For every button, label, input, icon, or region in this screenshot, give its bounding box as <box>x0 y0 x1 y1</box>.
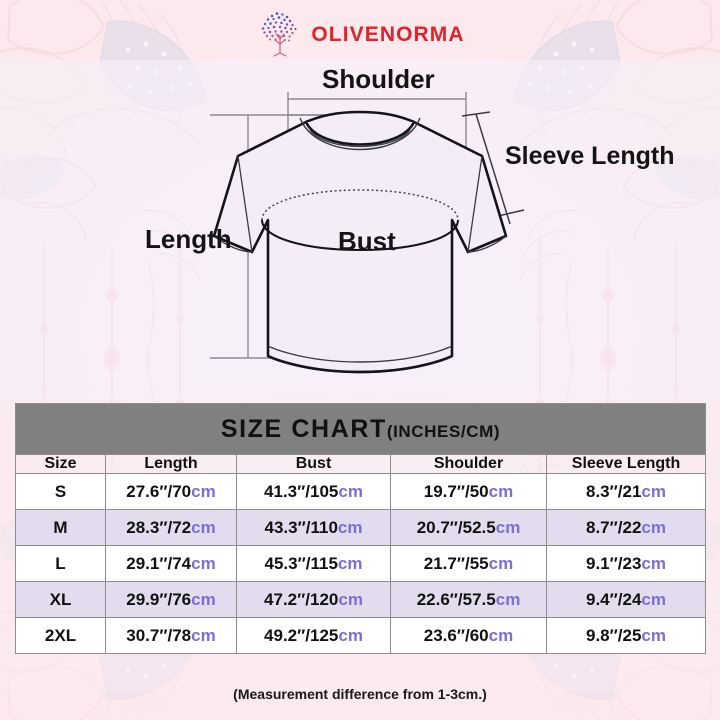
cell-shoulder: 22.6″/57.5cm <box>390 581 547 618</box>
value-unit: cm <box>191 625 216 645</box>
table-title-main: SIZE CHART <box>220 414 387 443</box>
column-header-bust: Bust <box>236 454 391 474</box>
tree-of-life-icon <box>262 12 297 57</box>
cell-size: S <box>15 473 106 510</box>
value-inches: 28.3″/72 <box>126 517 192 537</box>
column-header-size: Size <box>15 454 106 474</box>
cell-length: 27.6″/70cm <box>105 473 237 510</box>
value-unit: cm <box>191 517 216 537</box>
cell-sleeve: 9.8″/25cm <box>545 617 707 654</box>
cell-length: 29.9″/76cm <box>105 581 237 618</box>
table-title-units: (INCHES/CM) <box>386 421 501 441</box>
cell-bust: 41.3″/105cm <box>236 473 391 510</box>
value-unit: cm <box>488 625 514 645</box>
table-row: XL 29.9″/76cm 47.2″/120cm 22.6″/57.5cm 9… <box>15 581 707 618</box>
value-inches: 9.1″/23 <box>586 553 642 573</box>
value-unit: cm <box>338 481 363 501</box>
cell-size: L <box>15 545 106 582</box>
value-unit: cm <box>191 481 216 501</box>
value-inches: 22.6″/57.5 <box>416 589 496 609</box>
brand-logo: OLIVENORMA <box>0 8 720 60</box>
column-header-shoulder: Shoulder <box>390 454 547 474</box>
value-unit: cm <box>337 517 363 537</box>
value-unit: cm <box>641 517 666 537</box>
value-inches: 29.1″/74 <box>126 553 192 573</box>
value-inches: 20.7″/52.5 <box>416 517 496 537</box>
value-unit: cm <box>641 589 666 609</box>
column-header-sleeve-length: Sleeve Length <box>545 454 707 474</box>
table-row: S 27.6″/70cm 41.3″/105cm 19.7″/50cm 8.3″… <box>15 473 707 510</box>
cell-size: 2XL <box>15 617 106 654</box>
cell-bust: 49.2″/125cm <box>236 617 391 654</box>
table-body: S 27.6″/70cm 41.3″/105cm 19.7″/50cm 8.3″… <box>15 473 707 654</box>
value-inches: 9.8″/25 <box>586 625 642 645</box>
value-inches: 49.2″/125 <box>264 625 339 645</box>
cell-shoulder: 23.6″/60cm <box>390 617 547 654</box>
cell-sleeve: 9.1″/23cm <box>545 545 707 582</box>
cell-size: XL <box>15 581 106 618</box>
cell-length: 29.1″/74cm <box>105 545 237 582</box>
value-inches: 8.3″/21 <box>586 481 642 501</box>
cell-bust: 47.2″/120cm <box>236 581 391 618</box>
size-chart-table: SIZE CHART(INCHES/CM) Size Length Bust S… <box>14 403 707 654</box>
sleeve-length-dimension <box>461 111 525 225</box>
cell-bust: 43.3″/110cm <box>236 509 391 546</box>
cell-sleeve: 8.7″/22cm <box>545 509 707 546</box>
table-row: L 29.1″/74cm 45.3″/115cm 21.7″/55cm 9.1″… <box>15 545 707 582</box>
column-header-length: Length <box>105 454 237 474</box>
cell-shoulder: 20.7″/52.5cm <box>390 509 547 546</box>
bust-ellipse-bottom <box>261 219 459 252</box>
measurement-disclaimer: (Measurement difference from 1-3cm.) <box>233 686 487 702</box>
value-inches: 29.9″/76 <box>126 589 192 609</box>
value-unit: cm <box>641 553 666 573</box>
cell-sleeve: 9.4″/24cm <box>545 581 707 618</box>
value-unit: cm <box>641 481 666 501</box>
table-row: 2XL 30.7″/78cm 49.2″/125cm 23.6″/60cm 9.… <box>15 617 707 654</box>
cell-sleeve: 8.3″/21cm <box>545 473 707 510</box>
value-unit: cm <box>641 625 666 645</box>
bust-ellipse-top <box>261 189 459 221</box>
value-inches: 43.3″/110 <box>264 517 338 537</box>
value-inches: 30.7″/78 <box>126 625 192 645</box>
tshirt-svg <box>210 92 525 374</box>
value-unit: cm <box>338 589 363 609</box>
value-inches: 27.6″/70 <box>126 481 192 501</box>
value-inches: 19.7″/50 <box>423 481 489 501</box>
value-unit: cm <box>488 481 514 501</box>
value-unit: cm <box>488 553 514 573</box>
table-title-row: SIZE CHART(INCHES/CM) <box>14 403 707 455</box>
value-unit: cm <box>338 625 363 645</box>
value-unit: cm <box>191 553 216 573</box>
value-inches: 9.4″/24 <box>586 589 642 609</box>
value-inches: 8.7″/22 <box>586 517 642 537</box>
label-shoulder: Shoulder <box>322 64 435 94</box>
value-unit: cm <box>495 589 521 609</box>
table-title: SIZE CHART(INCHES/CM) <box>14 403 707 455</box>
cell-shoulder: 21.7″/55cm <box>390 545 547 582</box>
cell-bust: 45.3″/115cm <box>236 545 391 582</box>
cell-length: 28.3″/72cm <box>105 509 237 546</box>
table-header-row: Size Length Bust Shoulder Sleeve Length <box>15 454 707 474</box>
value-inches: 45.3″/115 <box>264 553 338 573</box>
label-sleeve-length: Sleeve Length <box>505 142 675 170</box>
value-inches: 41.3″/105 <box>264 481 339 501</box>
value-inches: 21.7″/55 <box>423 553 489 573</box>
value-unit: cm <box>191 589 216 609</box>
value-unit: cm <box>495 517 521 537</box>
value-inches: 23.6″/60 <box>423 625 489 645</box>
label-length: Length <box>145 224 232 254</box>
cell-shoulder: 19.7″/50cm <box>390 473 547 510</box>
label-bust: Bust <box>338 226 396 256</box>
cell-length: 30.7″/78cm <box>105 617 237 654</box>
brand-name: OLIVENORMA <box>311 22 465 46</box>
value-unit: cm <box>337 553 363 573</box>
tshirt-measurement-diagram: Shoulder Sleeve Length Length Bust <box>0 56 720 392</box>
table-row: M 28.3″/72cm 43.3″/110cm 20.7″/52.5cm 8.… <box>15 509 707 546</box>
cell-size: M <box>15 509 106 546</box>
tshirt-outline <box>212 110 508 374</box>
value-inches: 47.2″/120 <box>264 589 339 609</box>
